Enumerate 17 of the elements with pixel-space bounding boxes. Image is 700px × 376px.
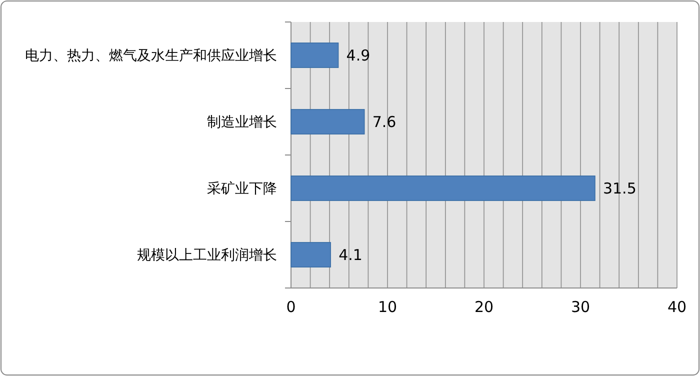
x-tick-label: 40 <box>667 298 687 316</box>
bar <box>290 242 331 268</box>
y-tick-label: 电力、热力、燃气及水生产和供应业增长 <box>25 48 277 64</box>
y-tick-label: 制造业增长 <box>207 114 277 131</box>
data-label: 31.5 <box>602 180 636 198</box>
data-label: 4.9 <box>346 46 370 64</box>
data-label: 4.1 <box>338 246 362 264</box>
x-tick-label: 0 <box>286 298 296 316</box>
x-tick-label: 10 <box>378 298 398 316</box>
x-tick-label: 30 <box>570 298 590 316</box>
bar <box>290 176 596 201</box>
x-tick-label: 20 <box>474 298 494 316</box>
bar <box>290 109 365 134</box>
data-label: 7.6 <box>372 113 396 131</box>
bar <box>290 42 339 68</box>
y-tick-label: 采矿业下降 <box>207 181 277 198</box>
y-tick-label: 规模以上工业利润增长 <box>137 248 277 264</box>
